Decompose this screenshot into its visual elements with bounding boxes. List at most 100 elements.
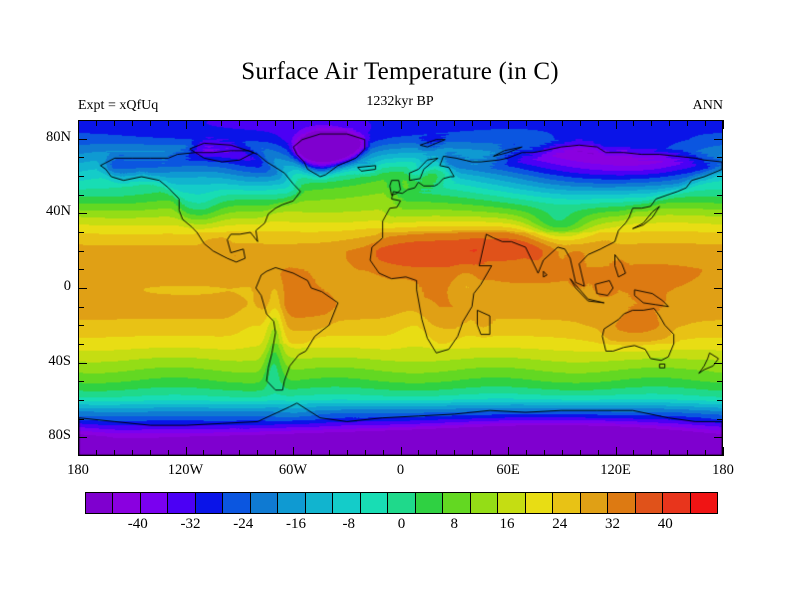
experiment-label: Expt = xQfUq [78, 98, 159, 113]
colorbar-cell [388, 493, 416, 513]
x-axis-tick-label: 180 [712, 462, 734, 478]
x-tick [472, 450, 474, 456]
y-tick [78, 400, 84, 401]
colorbar-cell [250, 493, 279, 513]
colorbar-cell [525, 493, 554, 513]
x-tick [561, 450, 563, 456]
y-tick [717, 250, 723, 252]
x-tick [275, 450, 277, 456]
colorbar-cell [140, 493, 169, 513]
x-tick [669, 450, 671, 456]
colorbar-cell [635, 493, 664, 513]
x-tick [454, 450, 456, 456]
temperature-field-canvas [79, 121, 722, 455]
y-tick [717, 381, 723, 383]
colorbar-tick-label: -8 [342, 516, 356, 532]
colorbar-cell [580, 493, 609, 513]
x-tick [310, 120, 312, 126]
y-tick [717, 344, 723, 345]
colorbar-cell [113, 493, 141, 513]
y-tick [78, 362, 87, 364]
y-tick [717, 269, 723, 271]
x-tick [113, 450, 115, 456]
x-tick [633, 450, 635, 456]
colorbar-tick-label: 0 [397, 516, 406, 532]
x-tick [149, 120, 151, 126]
y-tick [714, 138, 723, 140]
x-tick [328, 120, 330, 126]
y-tick [78, 269, 84, 271]
colorbar-cell [553, 493, 581, 513]
x-tick [257, 450, 259, 456]
y-tick [78, 213, 87, 215]
colorbar-cell [690, 493, 718, 513]
x-tick [418, 450, 420, 456]
x-tick [454, 120, 456, 126]
x-tick [275, 120, 277, 126]
y-tick [717, 418, 723, 420]
x-tick [687, 450, 689, 456]
y-tick [78, 381, 84, 383]
x-axis-tick-label: 60E [496, 462, 520, 478]
y-tick [717, 232, 723, 233]
x-tick [669, 120, 671, 126]
y-tick [78, 176, 84, 177]
colorbar-cell [360, 493, 389, 513]
y-tick [78, 194, 84, 196]
x-axis-tick-label: 120W [167, 462, 204, 478]
y-tick [78, 138, 87, 140]
y-tick [78, 344, 84, 345]
x-tick [221, 120, 223, 126]
colorbar-cell [223, 493, 251, 513]
x-axis-tick-label: 60W [278, 462, 308, 478]
y-axis-tick-label: 0 [63, 278, 71, 294]
y-tick [717, 325, 723, 327]
x-tick [364, 450, 366, 456]
x-tick [543, 120, 545, 126]
colorbar-cell [498, 493, 526, 513]
y-tick [78, 157, 84, 159]
x-tick [78, 447, 79, 456]
colorbar-cell [663, 493, 691, 513]
x-tick [633, 120, 635, 126]
y-axis-tick-label: 80N [46, 128, 71, 145]
x-tick [490, 450, 492, 456]
x-tick [508, 447, 509, 456]
x-tick [525, 120, 527, 126]
y-tick [717, 157, 723, 159]
colorbar-tick-label: -32 [180, 516, 201, 532]
x-tick [221, 450, 223, 456]
x-tick [597, 450, 599, 456]
x-tick [131, 450, 133, 456]
x-tick [293, 447, 294, 456]
colorbar-cell [195, 493, 224, 513]
colorbar-tick-label: 32 [605, 516, 620, 532]
x-tick [651, 450, 653, 456]
x-tick [400, 447, 402, 456]
colorbar-tick-label: 40 [657, 516, 673, 532]
colorbar [85, 492, 718, 514]
colorbar-cell [278, 493, 306, 513]
colorbar-tick-label: 24 [552, 516, 568, 532]
x-tick [257, 120, 259, 126]
x-tick [723, 447, 724, 456]
x-axis-tick-label: 120E [600, 462, 631, 478]
y-tick [714, 213, 723, 215]
x-tick [239, 120, 241, 126]
x-tick [436, 450, 438, 456]
x-tick [167, 450, 169, 456]
x-tick [472, 120, 474, 126]
period-label: 1232kyr BP [366, 94, 434, 109]
x-tick [149, 450, 151, 456]
colorbar-tick-label: -24 [233, 516, 254, 532]
x-tick [185, 120, 187, 129]
x-tick [310, 450, 312, 456]
y-tick [717, 194, 723, 196]
x-tick [723, 120, 724, 129]
x-tick [113, 120, 115, 126]
x-tick [579, 450, 581, 456]
x-tick [239, 450, 241, 456]
x-tick [185, 447, 187, 456]
map-plot-area [78, 120, 723, 456]
x-tick [346, 120, 348, 126]
